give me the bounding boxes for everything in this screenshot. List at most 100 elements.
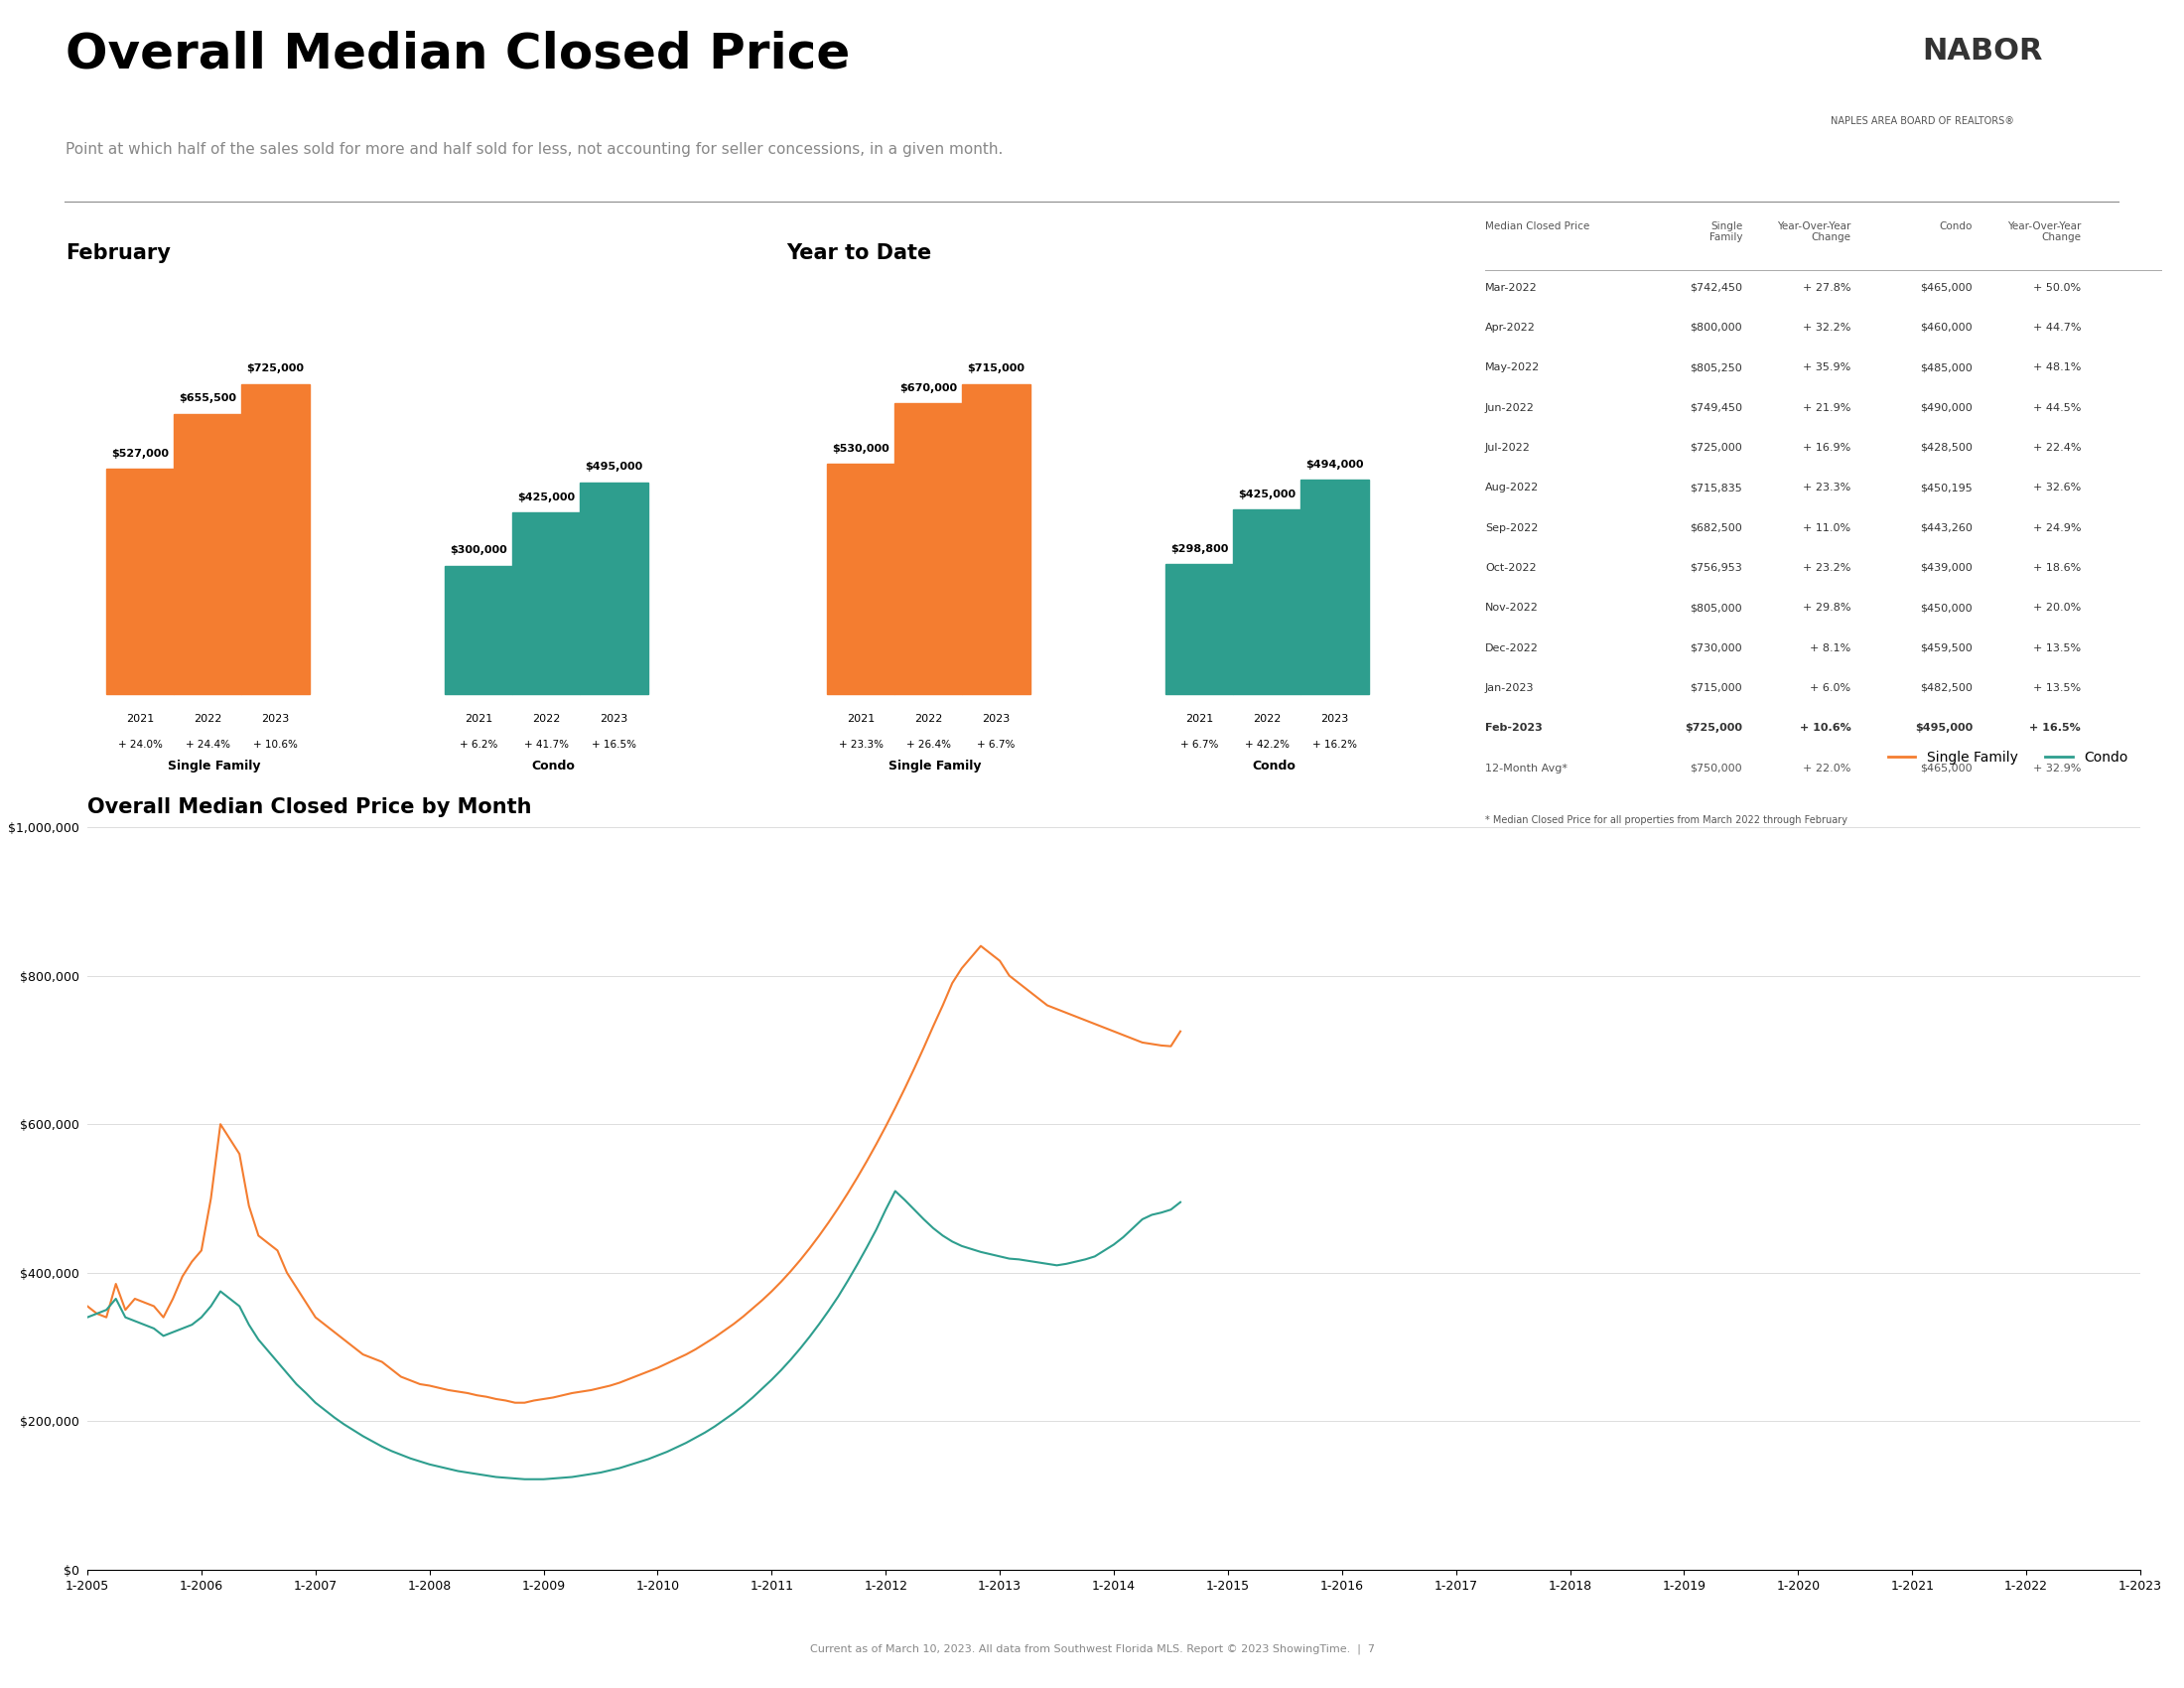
Text: + 32.2%: + 32.2% (1802, 322, 1850, 333)
Text: $730,000: $730,000 (1690, 643, 1743, 653)
Text: $805,000: $805,000 (1690, 603, 1743, 613)
Text: Mar-2022: Mar-2022 (1485, 282, 1538, 292)
Text: $485,000: $485,000 (1920, 363, 1972, 373)
Text: + 27.8%: + 27.8% (1802, 282, 1850, 292)
Text: $482,500: $482,500 (1920, 684, 1972, 694)
Text: $527,000: $527,000 (111, 449, 168, 459)
FancyBboxPatch shape (175, 414, 242, 694)
Text: $425,000: $425,000 (1238, 490, 1295, 500)
FancyBboxPatch shape (1234, 510, 1302, 694)
Text: + 48.1%: + 48.1% (2033, 363, 2081, 373)
Text: $750,000: $750,000 (1690, 763, 1743, 773)
Text: Condo: Condo (1939, 221, 1972, 231)
Text: Sep-2022: Sep-2022 (1485, 523, 1538, 533)
Text: $495,000: $495,000 (585, 463, 642, 473)
Text: + 32.9%: + 32.9% (2033, 763, 2081, 773)
Text: Jul-2022: Jul-2022 (1485, 442, 1531, 452)
FancyBboxPatch shape (963, 383, 1031, 694)
Text: + 16.5%: + 16.5% (2029, 722, 2081, 733)
Text: Year-Over-Year
Change: Year-Over-Year Change (2007, 221, 2081, 243)
Text: Jun-2022: Jun-2022 (1485, 403, 1535, 414)
Text: 2021: 2021 (1186, 714, 1214, 724)
Text: 2023: 2023 (601, 714, 629, 724)
Text: Condo: Condo (1251, 760, 1295, 773)
Text: + 20.0%: + 20.0% (2033, 603, 2081, 613)
Text: Single
Family: Single Family (1710, 221, 1743, 243)
Text: + 11.0%: + 11.0% (1804, 523, 1850, 533)
Text: + 41.7%: + 41.7% (524, 739, 568, 749)
FancyBboxPatch shape (895, 403, 963, 694)
Text: + 16.9%: + 16.9% (1802, 442, 1850, 452)
FancyBboxPatch shape (828, 464, 895, 694)
Text: + 10.6%: + 10.6% (1800, 722, 1850, 733)
Text: Single Family: Single Family (889, 760, 981, 773)
Text: $428,500: $428,500 (1920, 442, 1972, 452)
Text: + 44.5%: + 44.5% (2033, 403, 2081, 414)
Text: + 32.6%: + 32.6% (2033, 483, 2081, 493)
FancyBboxPatch shape (513, 511, 581, 694)
Text: $439,000: $439,000 (1920, 564, 1972, 572)
Text: + 13.5%: + 13.5% (2033, 643, 2081, 653)
Text: $443,260: $443,260 (1920, 523, 1972, 533)
Text: $805,250: $805,250 (1690, 363, 1743, 373)
Text: $450,195: $450,195 (1920, 483, 1972, 493)
Text: + 6.7%: + 6.7% (1179, 739, 1219, 749)
Text: + 44.7%: + 44.7% (2033, 322, 2081, 333)
Text: $465,000: $465,000 (1920, 282, 1972, 292)
FancyBboxPatch shape (1302, 479, 1369, 694)
FancyBboxPatch shape (1166, 564, 1234, 694)
Text: $715,000: $715,000 (1690, 684, 1743, 694)
Text: + 35.9%: + 35.9% (1802, 363, 1850, 373)
Text: 2022: 2022 (194, 714, 223, 724)
FancyBboxPatch shape (107, 469, 175, 694)
Text: $298,800: $298,800 (1171, 544, 1227, 554)
Text: $655,500: $655,500 (179, 393, 236, 403)
Text: $450,000: $450,000 (1920, 603, 1972, 613)
Text: 2023: 2023 (983, 714, 1011, 724)
Text: NABOR: NABOR (1922, 35, 2042, 66)
Text: + 23.3%: + 23.3% (839, 739, 882, 749)
Text: $494,000: $494,000 (1306, 459, 1363, 469)
Text: 2021: 2021 (847, 714, 876, 724)
Text: + 21.9%: + 21.9% (1802, 403, 1850, 414)
Text: 2022: 2022 (915, 714, 943, 724)
Text: + 6.0%: + 6.0% (1811, 684, 1850, 694)
Text: + 24.0%: + 24.0% (118, 739, 162, 749)
Text: Single Family: Single Family (168, 760, 260, 773)
FancyBboxPatch shape (446, 565, 513, 694)
Text: + 8.1%: + 8.1% (1811, 643, 1850, 653)
Text: + 22.4%: + 22.4% (2033, 442, 2081, 452)
Text: $756,953: $756,953 (1690, 564, 1743, 572)
Text: Point at which half of the sales sold for more and half sold for less, not accou: Point at which half of the sales sold fo… (66, 142, 1002, 157)
Text: + 29.8%: + 29.8% (1802, 603, 1850, 613)
Text: $300,000: $300,000 (450, 545, 507, 555)
Text: $459,500: $459,500 (1920, 643, 1972, 653)
Text: + 13.5%: + 13.5% (2033, 684, 2081, 694)
Text: $425,000: $425,000 (518, 491, 574, 501)
Text: + 6.2%: + 6.2% (459, 739, 498, 749)
Text: $725,000: $725,000 (247, 365, 304, 373)
FancyBboxPatch shape (581, 483, 649, 694)
Text: $715,835: $715,835 (1690, 483, 1743, 493)
Text: $530,000: $530,000 (832, 444, 889, 454)
Text: $725,000: $725,000 (1684, 722, 1743, 733)
Text: + 16.5%: + 16.5% (592, 739, 636, 749)
Text: + 24.4%: + 24.4% (186, 739, 229, 749)
Text: Overall Median Closed Price: Overall Median Closed Price (66, 30, 850, 78)
Text: 2023: 2023 (1321, 714, 1350, 724)
Text: Oct-2022: Oct-2022 (1485, 564, 1535, 572)
Text: $725,000: $725,000 (1690, 442, 1743, 452)
Text: $749,450: $749,450 (1690, 403, 1743, 414)
Text: + 26.4%: + 26.4% (906, 739, 950, 749)
Text: + 18.6%: + 18.6% (2033, 564, 2081, 572)
Legend: Single Family, Condo: Single Family, Condo (1883, 744, 2134, 770)
Text: 12-Month Avg*: 12-Month Avg* (1485, 763, 1568, 773)
Text: $465,000: $465,000 (1920, 763, 1972, 773)
Text: Jan-2023: Jan-2023 (1485, 684, 1533, 694)
Text: 2022: 2022 (1254, 714, 1282, 724)
Text: + 16.2%: + 16.2% (1313, 739, 1356, 749)
Text: Current as of March 10, 2023. All data from Southwest Florida MLS. Report © 2023: Current as of March 10, 2023. All data f… (810, 1644, 1374, 1654)
Text: Feb-2023: Feb-2023 (1485, 722, 1542, 733)
Text: * Median Closed Price for all properties from March 2022 through February
2023. : * Median Closed Price for all properties… (1485, 815, 1848, 837)
Text: Year to Date: Year to Date (786, 243, 930, 263)
